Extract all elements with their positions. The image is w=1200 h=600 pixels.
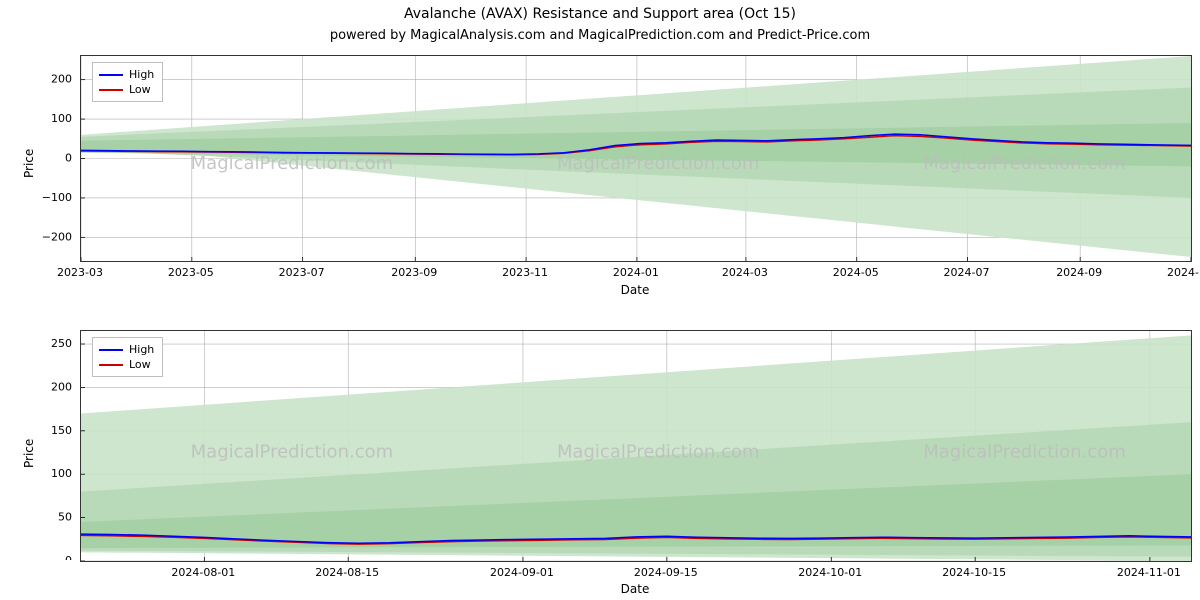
- svg-text:MagicalPrediction.com: MagicalPrediction.com: [557, 442, 760, 463]
- svg-text:150: 150: [51, 424, 72, 437]
- svg-text:MagicalPrediction.com: MagicalPrediction.com: [191, 442, 394, 463]
- svg-text:2024-08-15: 2024-08-15: [315, 566, 379, 579]
- svg-text:200: 200: [51, 380, 72, 393]
- svg-text:MagicalPrediction.com: MagicalPrediction.com: [923, 153, 1126, 174]
- svg-text:−100: −100: [42, 191, 72, 204]
- xlabel-top: Date: [80, 283, 1190, 297]
- chart-svg-top: MagicalPrediction.com MagicalPrediction.c…: [81, 56, 1191, 261]
- svg-text:100: 100: [51, 467, 72, 480]
- svg-text:2024-07: 2024-07: [944, 266, 990, 279]
- legend-swatch-low: [99, 364, 123, 366]
- legend-item-low: Low: [99, 82, 154, 97]
- svg-text:250: 250: [51, 337, 72, 350]
- legend-item-high: High: [99, 67, 154, 82]
- svg-text:2024-11-01: 2024-11-01: [1117, 566, 1181, 579]
- svg-text:2024-01: 2024-01: [613, 266, 659, 279]
- svg-text:MagicalPrediction.com: MagicalPrediction.com: [557, 153, 760, 174]
- xtick-labels-top: 2023-03 2023-05 2023-07 2023-09 2023-11 2024-…: [0, 262, 1200, 282]
- legend-swatch-low: [99, 89, 123, 91]
- svg-text:0: 0: [65, 152, 72, 165]
- ytick-labels-top: −200 −100 0 100 200: [0, 55, 80, 260]
- svg-text:2024-10-15: 2024-10-15: [942, 566, 1006, 579]
- chart-main-title: Avalanche (AVAX) Resistance and Support …: [0, 6, 1200, 22]
- legend-swatch-high: [99, 349, 123, 351]
- svg-text:−200: −200: [42, 230, 72, 243]
- chart-panel-top: MagicalPrediction.com MagicalPrediction.c…: [80, 55, 1192, 262]
- legend-label-low: Low: [129, 82, 151, 97]
- svg-text:2024-09-01: 2024-09-01: [490, 566, 554, 579]
- chart-panel-bottom: MagicalPrediction.com MagicalPrediction.c…: [80, 330, 1192, 562]
- svg-text:200: 200: [51, 73, 72, 86]
- legend-item-high: High: [99, 342, 154, 357]
- figure: Avalanche (AVAX) Resistance and Support …: [0, 0, 1200, 600]
- svg-text:2023-09: 2023-09: [391, 266, 437, 279]
- chart-svg-bottom: MagicalPrediction.com MagicalPrediction.c…: [81, 331, 1191, 561]
- svg-text:2023-11: 2023-11: [502, 266, 548, 279]
- svg-text:2024-09-15: 2024-09-15: [634, 566, 698, 579]
- svg-text:2023-03: 2023-03: [57, 266, 103, 279]
- chart-subtitle: powered by MagicalAnalysis.com and Magic…: [0, 28, 1200, 43]
- xlabel-bottom: Date: [80, 582, 1190, 596]
- legend-label-high: High: [129, 67, 154, 82]
- svg-text:2024-03: 2024-03: [722, 266, 768, 279]
- svg-text:100: 100: [51, 112, 72, 125]
- svg-text:MagicalPrediction.com: MagicalPrediction.com: [923, 442, 1126, 463]
- svg-text:2023-07: 2023-07: [279, 266, 325, 279]
- svg-text:MagicalPrediction.com: MagicalPrediction.com: [191, 153, 394, 174]
- ytick-labels-bottom: 0 50 100 150 200 250: [0, 330, 80, 560]
- svg-text:2024-09: 2024-09: [1056, 266, 1102, 279]
- svg-text:0: 0: [65, 554, 72, 560]
- svg-text:2024-05: 2024-05: [833, 266, 879, 279]
- xtick-labels-bottom: 2024-08-01 2024-08-15 2024-09-01 2024-09-15…: [0, 562, 1200, 582]
- legend-item-low: Low: [99, 357, 154, 372]
- legend-bottom: High Low: [92, 337, 163, 377]
- svg-text:2024-11: 2024-11: [1167, 266, 1200, 279]
- svg-text:2024-08-01: 2024-08-01: [171, 566, 235, 579]
- svg-text:50: 50: [58, 511, 72, 524]
- legend-label-high: High: [129, 342, 154, 357]
- legend-label-low: Low: [129, 357, 151, 372]
- svg-text:2024-10-01: 2024-10-01: [798, 566, 862, 579]
- legend-top: High Low: [92, 62, 163, 102]
- svg-text:2023-05: 2023-05: [168, 266, 214, 279]
- legend-swatch-high: [99, 74, 123, 76]
